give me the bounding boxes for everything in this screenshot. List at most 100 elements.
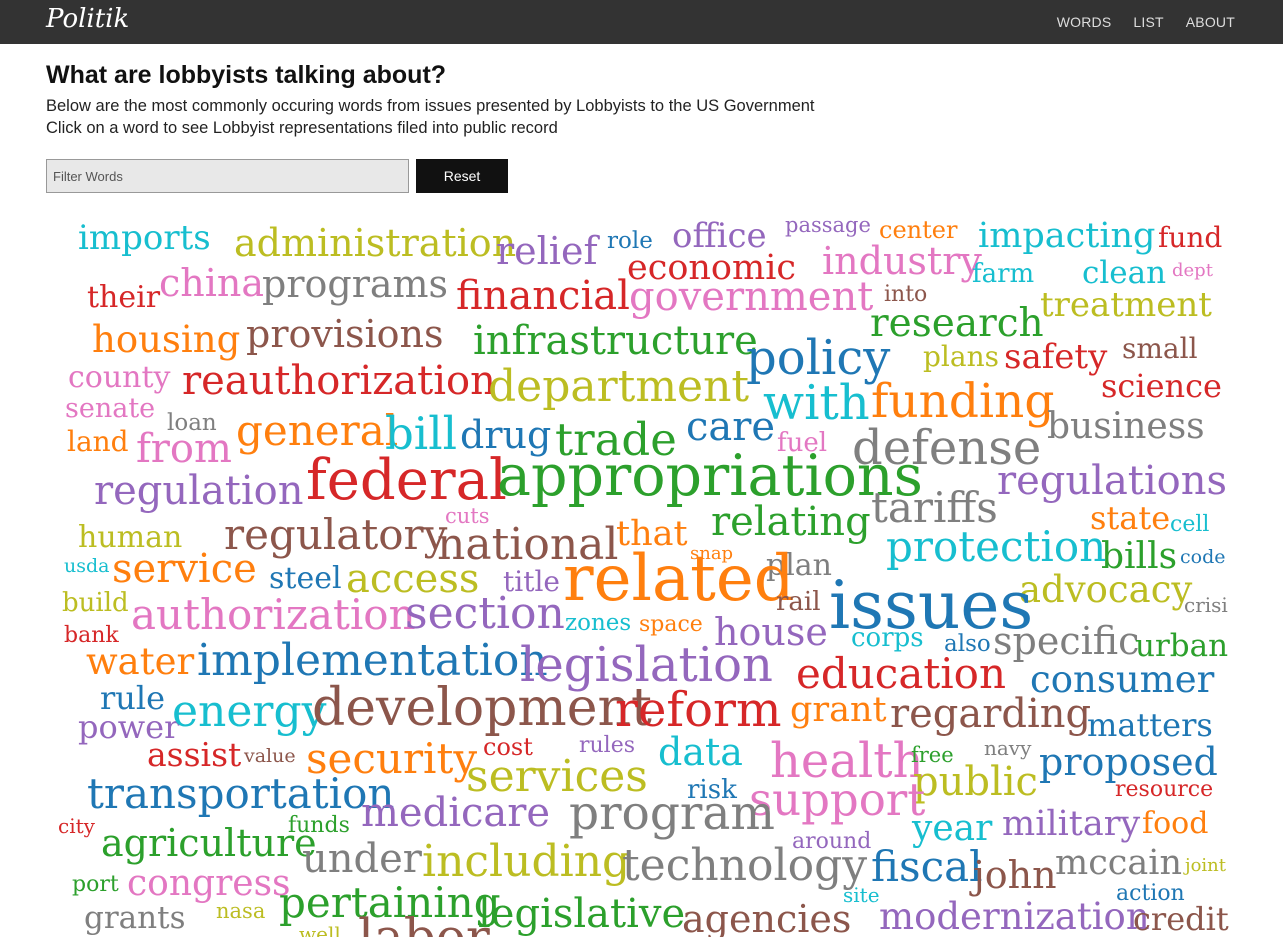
word-economic[interactable]: economic [627, 247, 796, 288]
word-credit[interactable]: credit [1133, 900, 1229, 937]
word-rule[interactable]: rule [100, 679, 166, 718]
word-around[interactable]: around [792, 828, 872, 854]
word-into[interactable]: into [884, 281, 928, 307]
word-regulation[interactable]: regulation [94, 467, 304, 514]
word-education[interactable]: education [796, 649, 1006, 699]
word-national[interactable]: national [437, 518, 619, 570]
word-security[interactable]: security [306, 734, 478, 784]
word-related[interactable]: related [563, 542, 795, 617]
word-legislation[interactable]: legislation [520, 636, 773, 693]
word-cost[interactable]: cost [483, 733, 533, 762]
word-house[interactable]: house [714, 610, 828, 655]
word-defense[interactable]: defense [852, 419, 1042, 476]
word-county[interactable]: county [68, 359, 171, 395]
word-program[interactable]: program [569, 786, 775, 842]
word-snap[interactable]: snap [690, 542, 734, 564]
word-science[interactable]: science [1101, 367, 1222, 406]
word-zones[interactable]: zones [565, 610, 632, 637]
word-fuel[interactable]: fuel [777, 427, 828, 458]
word-state[interactable]: state [1090, 499, 1171, 538]
word-china[interactable]: china [159, 261, 265, 306]
word-agencies[interactable]: agencies [682, 897, 852, 937]
word-mccain[interactable]: mccain [1055, 842, 1182, 883]
word-trade[interactable]: trade [555, 412, 677, 466]
word-general[interactable]: general [236, 406, 399, 456]
word-protection[interactable]: protection [886, 522, 1107, 572]
word-office[interactable]: office [672, 216, 767, 257]
word-rules[interactable]: rules [579, 732, 636, 758]
word-power[interactable]: power [78, 708, 180, 747]
word-government[interactable]: government [629, 273, 874, 320]
word-section[interactable]: section [405, 587, 565, 639]
word-role[interactable]: role [607, 228, 653, 255]
word-data[interactable]: data [658, 730, 743, 775]
word-regarding[interactable]: regarding [890, 690, 1092, 737]
word-support[interactable]: support [749, 772, 926, 826]
word-access[interactable]: access [346, 555, 480, 602]
word-bank[interactable]: bank [64, 622, 119, 648]
word-funding[interactable]: funding [871, 374, 1055, 430]
word-value[interactable]: value [244, 745, 296, 768]
word-cuts[interactable]: cuts [445, 503, 490, 528]
word-relief[interactable]: relief [496, 229, 598, 274]
word-development[interactable]: development [312, 678, 652, 739]
word-passage[interactable]: passage [785, 212, 871, 237]
word-farm[interactable]: farm [972, 258, 1035, 289]
word-agriculture[interactable]: agriculture [101, 821, 317, 866]
word-city[interactable]: city [58, 814, 95, 839]
word-advocacy[interactable]: advocacy [1019, 568, 1193, 612]
word-cell[interactable]: cell [1170, 511, 1210, 537]
word-that[interactable]: that [616, 513, 688, 554]
word-grant[interactable]: grant [790, 689, 887, 730]
word-proposed[interactable]: proposed [1039, 740, 1218, 785]
word-site[interactable]: site [843, 883, 880, 908]
word-implementation[interactable]: implementation [197, 634, 548, 686]
word-department[interactable]: department [488, 360, 750, 412]
word-with[interactable]: with [763, 374, 870, 431]
word-build[interactable]: build [62, 587, 129, 618]
word-center[interactable]: center [879, 216, 958, 245]
nav-words[interactable]: WORDS [1056, 14, 1112, 30]
word-year[interactable]: year [912, 807, 993, 849]
word-financial[interactable]: financial [456, 272, 630, 319]
word-rail[interactable]: rail [776, 586, 821, 617]
word-code[interactable]: code [1180, 546, 1226, 569]
word-programs[interactable]: programs [262, 262, 449, 307]
word-public[interactable]: public [913, 758, 1038, 805]
word-joint[interactable]: joint [1185, 854, 1227, 876]
word-medicare[interactable]: medicare [361, 789, 551, 836]
filter-words-input[interactable] [46, 159, 409, 193]
word-their[interactable]: their [87, 279, 161, 315]
word-senate[interactable]: senate [65, 392, 156, 424]
word-military[interactable]: military [1002, 803, 1141, 844]
word-under[interactable]: under [302, 835, 422, 882]
word-relating[interactable]: relating [711, 498, 871, 545]
word-john[interactable]: john [973, 853, 1057, 898]
word-food[interactable]: food [1142, 805, 1209, 841]
word-federal[interactable]: federal [306, 448, 507, 514]
word-reform[interactable]: reform [615, 681, 782, 738]
word-treatment[interactable]: treatment [1040, 285, 1212, 326]
word-urban[interactable]: urban [1135, 627, 1229, 664]
word-loan[interactable]: loan [167, 410, 217, 437]
word-care[interactable]: care [686, 403, 776, 450]
word-research[interactable]: research [870, 300, 1044, 346]
word-water[interactable]: water [86, 640, 195, 684]
word-bills[interactable]: bills [1101, 535, 1178, 577]
word-including[interactable]: including [422, 835, 631, 887]
word-steel[interactable]: steel [269, 560, 342, 596]
word-crisi[interactable]: crisi [1184, 593, 1228, 618]
word-free[interactable]: free [911, 742, 954, 767]
word-fiscal[interactable]: fiscal [871, 842, 983, 892]
word-fund[interactable]: fund [1158, 221, 1223, 255]
word-nasa[interactable]: nasa [216, 898, 266, 923]
word-modernization[interactable]: modernization [879, 895, 1150, 937]
word-authorization[interactable]: authorization [131, 590, 416, 640]
word-plan[interactable]: plan [766, 547, 833, 583]
word-energy[interactable]: energy [172, 685, 327, 737]
word-administration[interactable]: administration [234, 221, 517, 266]
word-pertaining[interactable]: pertaining [279, 878, 501, 928]
word-from[interactable]: from [136, 425, 232, 472]
word-clean[interactable]: clean [1082, 254, 1167, 291]
word-labor[interactable]: labor [358, 908, 490, 937]
